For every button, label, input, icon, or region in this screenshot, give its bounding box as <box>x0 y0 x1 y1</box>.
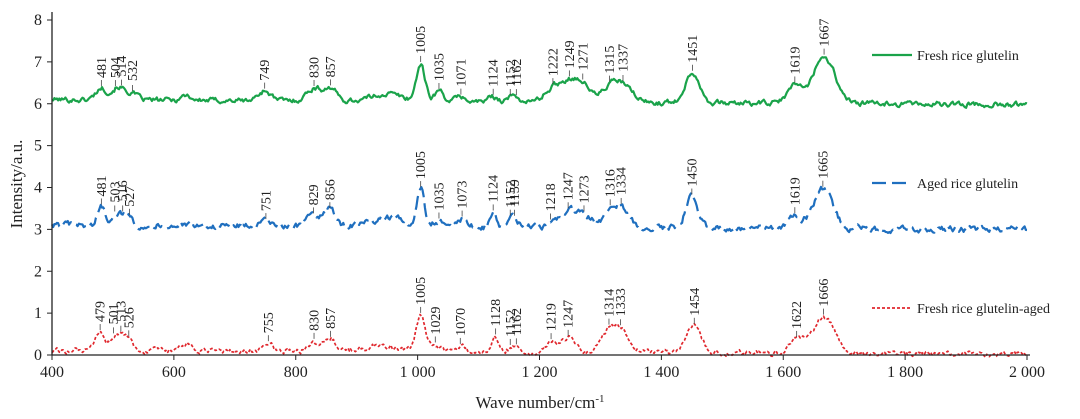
peak-label: 504 <box>109 57 124 78</box>
peak-label: 1070 <box>454 308 469 336</box>
series-line <box>51 56 1028 109</box>
legend-label: Fresh rice glutelin-aged <box>917 302 1050 317</box>
peak-label: 1222 <box>546 48 561 76</box>
peak-label: 1271 <box>576 43 591 71</box>
peak-label: 1035 <box>433 53 448 81</box>
peak-label: 513 <box>114 301 129 322</box>
x-axis-title-superscript: -1 <box>595 393 604 405</box>
x-tick-label: 1 400 <box>643 364 679 381</box>
peak-label: 1219 <box>545 303 560 331</box>
peak-label: 1071 <box>454 59 469 87</box>
peak-label: 1249 <box>563 40 578 68</box>
peak-label: 1337 <box>617 44 632 72</box>
peak-label: 1124 <box>487 59 502 86</box>
peak-label: 1666 <box>817 279 832 307</box>
peak-label: 830 <box>308 57 323 78</box>
peak-label: 1314 <box>603 289 618 317</box>
peak-label: 1152 <box>504 309 519 336</box>
x-tick-label: 400 <box>40 364 64 381</box>
peak-label: 527 <box>123 186 138 207</box>
peak-label: 1073 <box>456 181 471 209</box>
x-tick-label: 1 200 <box>522 364 558 381</box>
peak-label: 1619 <box>788 177 803 205</box>
y-tick-label: 8 <box>34 12 42 29</box>
y-tick-label: 3 <box>34 221 42 238</box>
peak-label: 856 <box>323 179 338 200</box>
legend-label: Fresh rice glutelin <box>917 49 1019 64</box>
peak-label: 751 <box>259 190 274 211</box>
peak-label: 1665 <box>816 151 831 179</box>
peak-label: 501 <box>107 303 122 324</box>
peak-label: 830 <box>308 310 323 331</box>
peak-label: 1029 <box>429 307 444 335</box>
y-tick-label: 2 <box>34 263 42 280</box>
peak-label: 1035 <box>433 183 448 211</box>
peak-label: 1162 <box>510 59 525 86</box>
peak-label: 1334 <box>615 167 630 195</box>
x-axis-title: Wave number/cm-1 <box>475 393 604 412</box>
x-axis-title-main: Wave number/cm <box>475 393 595 412</box>
y-tick-label: 0 <box>34 347 42 364</box>
peak-label: 1619 <box>788 47 803 75</box>
peak-label: 1451 <box>686 35 701 63</box>
peak-label: 1005 <box>414 26 429 54</box>
axes-layer: 0 1 2 3 4 5 6 7 8 400 600 800 1 000 1 200 1 400 1 600 1 … <box>34 12 1045 381</box>
peak-label: 1152 <box>504 180 519 207</box>
peak-label: 479 <box>94 301 109 322</box>
peak-label: 1159 <box>508 179 523 206</box>
legend: Fresh rice glutelin Aged rice glutelin Fre… <box>872 49 1050 317</box>
series-line <box>51 313 1028 359</box>
y-tick-label: 4 <box>34 180 42 197</box>
peak-label: 1667 <box>818 19 833 47</box>
peak-label: 1273 <box>578 175 593 203</box>
peak-label: 1454 <box>688 288 703 316</box>
x-tick-label: 2 000 <box>1009 364 1045 381</box>
legend-label: Aged rice glutelin <box>917 177 1018 192</box>
peak-label: 749 <box>258 60 273 81</box>
peak-label: 1005 <box>414 277 429 305</box>
peak-label: 755 <box>262 312 277 333</box>
peak-label: 1315 <box>603 46 618 74</box>
peak-label: 526 <box>122 307 137 328</box>
y-tick-label: 1 <box>34 305 42 322</box>
series-layer <box>51 56 1028 359</box>
y-tick-label: 7 <box>34 54 42 71</box>
peak-label: 1333 <box>614 288 629 316</box>
peak-label: 481 <box>95 176 110 197</box>
y-axis-title: Intensity/a.u. <box>7 140 26 229</box>
peak-label: 1152 <box>504 60 519 87</box>
peak-label: 514 <box>115 56 130 77</box>
x-tick-label: 800 <box>284 364 308 381</box>
peak-label: 1247 <box>562 172 577 200</box>
peak-label: 1128 <box>489 299 504 326</box>
peak-label: 857 <box>324 308 339 329</box>
x-tick-label: 600 <box>162 364 186 381</box>
peak-label: 481 <box>95 57 110 78</box>
peak-label: 1218 <box>544 183 559 211</box>
peak-label: 1162 <box>510 308 525 335</box>
peak-label: 1622 <box>790 301 805 329</box>
peak-label: 532 <box>126 60 141 81</box>
x-tick-label: 1 800 <box>887 364 923 381</box>
peak-label: 829 <box>307 184 322 205</box>
x-tick-label: 1 600 <box>765 364 801 381</box>
peak-label: 1450 <box>685 159 700 187</box>
peak-label: 503 <box>108 182 123 203</box>
y-tick-label: 5 <box>34 138 42 155</box>
y-tick-label: 6 <box>34 96 42 113</box>
x-tick-label: 1 000 <box>400 364 436 381</box>
peak-label: 1124 <box>487 175 502 202</box>
peak-label: 516 <box>116 180 131 201</box>
peak-label: 1005 <box>414 151 429 179</box>
series-line <box>51 185 1028 235</box>
peak-label: 1316 <box>604 169 619 197</box>
peak-label: 1247 <box>562 300 577 328</box>
peak-label: 857 <box>324 56 339 77</box>
